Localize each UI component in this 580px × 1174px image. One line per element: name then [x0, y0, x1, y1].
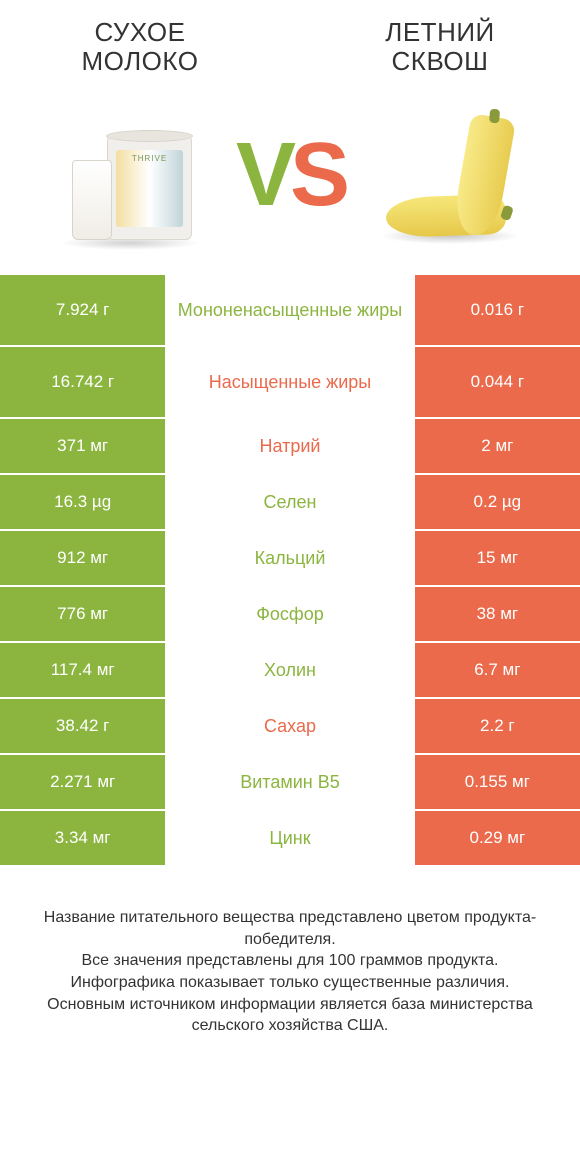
cell-left-value: 16.3 µg	[0, 475, 165, 529]
table-row: 776 мгФосфор38 мг	[0, 587, 580, 643]
footer-line: Основным источником информации является …	[20, 994, 560, 1037]
cell-left-value: 38.42 г	[0, 699, 165, 753]
cell-right-value: 6.7 мг	[415, 643, 580, 697]
cell-nutrient-label: Мононенасыщенные жиры	[165, 275, 414, 345]
cell-right-value: 2.2 г	[415, 699, 580, 753]
table-row: 371 мгНатрий2 мг	[0, 419, 580, 475]
cell-left-value: 776 мг	[0, 587, 165, 641]
table-row: 16.742 гНасыщенные жиры0.044 г	[0, 347, 580, 419]
footer-line: Все значения представлены для 100 граммо…	[20, 950, 560, 972]
cell-left-value: 117.4 мг	[0, 643, 165, 697]
cell-right-value: 15 мг	[415, 531, 580, 585]
footer-line: Название питательного вещества представл…	[20, 907, 560, 950]
cell-nutrient-label: Фосфор	[165, 587, 414, 641]
table-row: 16.3 µgСелен0.2 µg	[0, 475, 580, 531]
cell-nutrient-label: Селен	[165, 475, 414, 529]
milk-can-label: THRIVE	[116, 150, 183, 227]
cell-right-value: 0.29 мг	[415, 811, 580, 865]
cell-left-value: 371 мг	[0, 419, 165, 473]
cell-nutrient-label: Кальций	[165, 531, 414, 585]
cell-right-value: 0.2 µg	[415, 475, 580, 529]
cell-nutrient-label: Витамин B5	[165, 755, 414, 809]
cell-left-value: 912 мг	[0, 531, 165, 585]
cell-nutrient-label: Натрий	[165, 419, 414, 473]
product-right-title: ЛЕТНИЙ СКВОШ	[340, 18, 540, 75]
cell-right-value: 0.016 г	[415, 275, 580, 345]
nutrient-table: 7.924 гМононенасыщенные жиры0.016 г16.74…	[0, 275, 580, 867]
product-right-image	[370, 100, 530, 250]
table-row: 7.924 гМононенасыщенные жиры0.016 г	[0, 275, 580, 347]
table-row: 38.42 гСахар2.2 г	[0, 699, 580, 755]
product-left-image: THRIVE	[50, 100, 210, 250]
cell-right-value: 0.044 г	[415, 347, 580, 417]
cell-nutrient-label: Холин	[165, 643, 414, 697]
cell-left-value: 16.742 г	[0, 347, 165, 417]
cell-left-value: 2.271 мг	[0, 755, 165, 809]
table-row: 117.4 мгХолин6.7 мг	[0, 643, 580, 699]
table-row: 3.34 мгЦинк0.29 мг	[0, 811, 580, 867]
cell-left-value: 7.924 г	[0, 275, 165, 345]
vs-label: VS	[236, 130, 344, 220]
product-left-title: СУХОЕ МОЛОКО	[40, 18, 240, 75]
cell-nutrient-label: Сахар	[165, 699, 414, 753]
cell-left-value: 3.34 мг	[0, 811, 165, 865]
header: СУХОЕ МОЛОКО ЛЕТНИЙ СКВОШ	[0, 0, 580, 85]
footer-line: Инфографика показывает только существенн…	[20, 972, 560, 994]
cell-nutrient-label: Насыщенные жиры	[165, 347, 414, 417]
cell-right-value: 2 мг	[415, 419, 580, 473]
table-row: 912 мгКальций15 мг	[0, 531, 580, 587]
footer-notes: Название питательного вещества представл…	[0, 867, 580, 1037]
table-row: 2.271 мгВитамин B50.155 мг	[0, 755, 580, 811]
cell-right-value: 0.155 мг	[415, 755, 580, 809]
vs-row: THRIVE VS	[0, 85, 580, 275]
cell-nutrient-label: Цинк	[165, 811, 414, 865]
cell-right-value: 38 мг	[415, 587, 580, 641]
